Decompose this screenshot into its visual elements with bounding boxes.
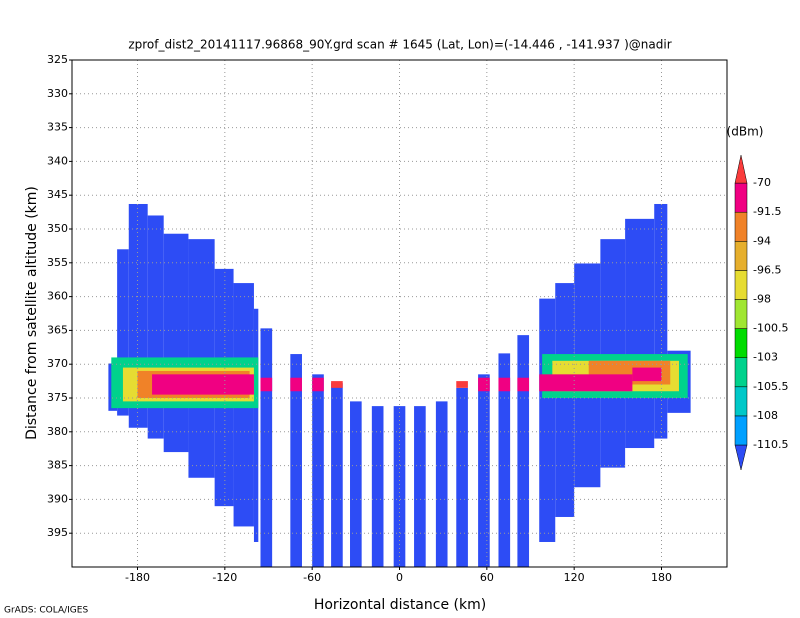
cell — [414, 406, 426, 567]
cell — [625, 218, 655, 449]
cell — [260, 377, 273, 392]
cell — [539, 374, 633, 392]
cell — [456, 381, 468, 388]
chart-title: zprof_dist2_20141117.96868_90Y.grd scan … — [128, 38, 671, 52]
colorbar-tick-label: -103 — [753, 351, 778, 364]
cell — [331, 383, 343, 567]
cell — [600, 239, 626, 468]
y-tick-label: 340 — [47, 154, 68, 167]
colorbar-low — [734, 444, 748, 471]
cell — [654, 203, 668, 439]
cell — [517, 377, 530, 392]
cell — [478, 374, 490, 567]
y-tick-label: 350 — [47, 222, 68, 235]
cell — [117, 249, 129, 416]
colorbar-segment — [734, 241, 748, 271]
y-tick-label: 375 — [47, 391, 68, 404]
colorbar-segment — [734, 386, 748, 417]
cell — [260, 328, 273, 567]
cell — [539, 298, 556, 542]
x-tick-label: -120 — [212, 571, 237, 584]
colorbar-segment — [734, 270, 748, 300]
x-tick-label: -180 — [125, 571, 150, 584]
colorbar-tick-label: -110.5 — [753, 438, 788, 451]
cell — [435, 401, 448, 567]
cell — [290, 354, 302, 567]
y-tick-label: 395 — [47, 526, 68, 539]
cell — [632, 367, 662, 382]
colorbar-segment — [734, 182, 748, 213]
colorbar-tick-label: -70 — [753, 176, 771, 189]
cell — [350, 401, 362, 567]
y-tick-label: 330 — [47, 87, 68, 100]
y-tick-label: 335 — [47, 121, 68, 134]
cell — [478, 377, 490, 392]
cell — [393, 406, 406, 567]
cell — [555, 283, 575, 517]
x-tick-label: -60 — [303, 571, 321, 584]
cell — [312, 374, 324, 567]
x-tick-label: 120 — [564, 571, 585, 584]
cell — [498, 353, 511, 567]
colorbar-tick-label: -91.5 — [753, 205, 781, 218]
colorbar-tick-label: -105.5 — [753, 380, 788, 393]
colorbar-tick-label: -98 — [753, 293, 771, 306]
cell — [312, 377, 324, 392]
x-tick-label: 60 — [480, 571, 494, 584]
footer: GrADS: COLA/IGES — [4, 606, 88, 616]
colorbar-high — [734, 155, 748, 184]
cell — [290, 377, 302, 392]
cell — [152, 374, 254, 395]
y-axis-label: Distance from satellite altitude (km) — [24, 186, 40, 440]
y-tick-label: 360 — [47, 290, 68, 303]
plot-frame — [71, 59, 728, 568]
y-tick-label: 390 — [47, 492, 68, 505]
y-tick-label: 370 — [47, 357, 68, 370]
colorbar-tick-label: -100.5 — [753, 322, 788, 335]
colorbar-tick-label: -108 — [753, 409, 778, 422]
colorbar-segment — [734, 211, 748, 242]
colorbar-tick-label: -94 — [753, 234, 771, 247]
y-tick-label: 325 — [47, 53, 68, 66]
colorbar-segment — [734, 328, 748, 358]
x-tick-label: 0 — [396, 571, 403, 584]
colorbar-segment — [734, 415, 748, 446]
cell — [498, 377, 511, 392]
y-tick-label: 345 — [47, 188, 68, 201]
cell — [371, 406, 384, 567]
colorbar-tick-label: -96.5 — [753, 263, 781, 276]
y-tick-label: 365 — [47, 323, 68, 336]
cell — [517, 335, 530, 567]
cell — [331, 381, 343, 388]
cell — [253, 308, 259, 542]
cell — [456, 387, 468, 567]
colorbar-segment — [734, 299, 748, 329]
y-tick-label: 355 — [47, 256, 68, 269]
x-tick-label: 180 — [651, 571, 672, 584]
y-tick-label: 385 — [47, 459, 68, 472]
y-tick-label: 380 — [47, 425, 68, 438]
x-axis-label: Horizontal distance (km) — [314, 597, 486, 613]
colorbar-segment — [734, 357, 748, 388]
cell — [163, 233, 189, 453]
colorbar-label: (dBm) — [727, 125, 764, 139]
